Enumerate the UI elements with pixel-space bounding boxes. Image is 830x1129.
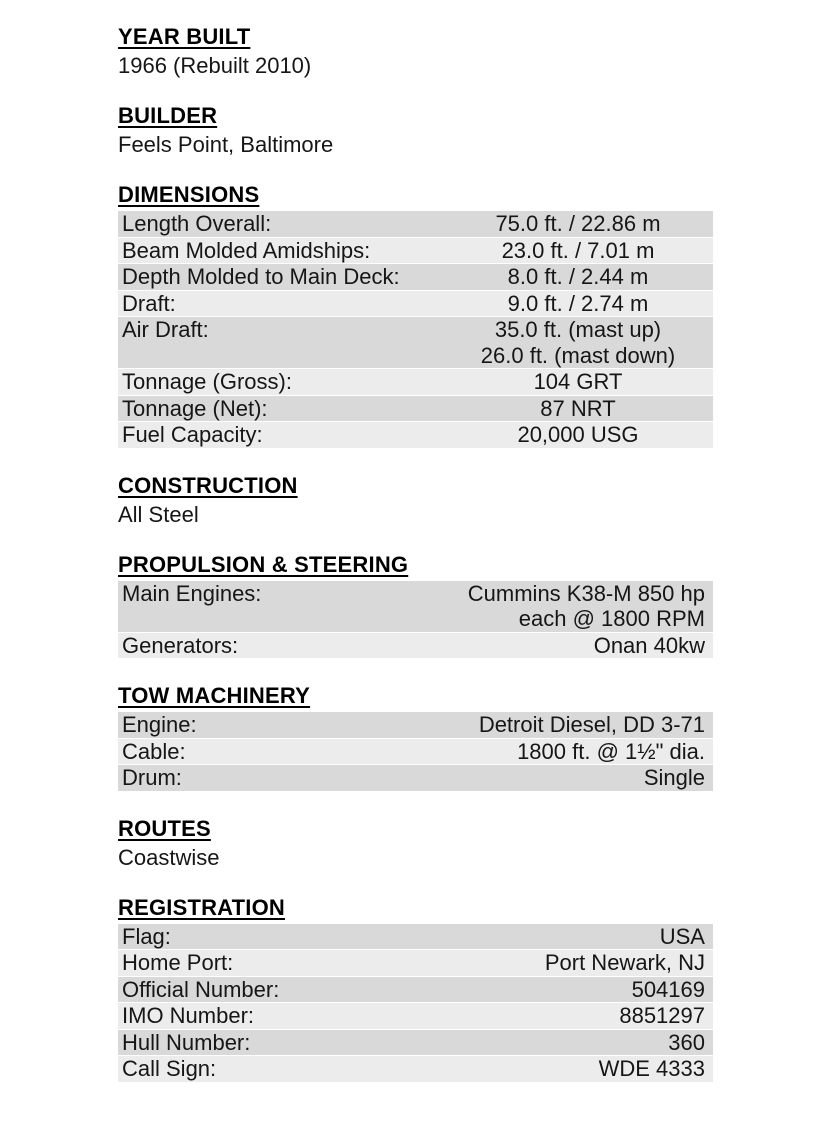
spec-row: Flag: USA: [118, 923, 713, 950]
routes-value: Coastwise: [118, 844, 220, 870]
spec-row: Call Sign: WDE 4333: [118, 1056, 713, 1083]
propulsion-table: Main Engines: Cummins K38-M 850 hp each …: [118, 580, 713, 659]
spec-label: Call Sign:: [122, 1056, 217, 1081]
spec-value: Port Newark, NJ: [544, 950, 705, 975]
spec-label: Draft:: [122, 290, 176, 316]
spec-value: 23.0 ft. / 7.01 m: [501, 237, 655, 263]
spec-label: Tonnage (Gross):: [122, 369, 292, 394]
section-tow-machinery: TOW MACHINERY Engine: Detroit Diesel, DD…: [118, 685, 713, 792]
spec-row: Hull Number: 360: [118, 1029, 713, 1056]
spec-row: Home Port: Port Newark, NJ: [118, 950, 713, 977]
spec-label: Generators:: [122, 632, 239, 658]
spec-row: Engine: Detroit Diesel, DD 3-71: [118, 712, 713, 739]
spec-value: 87 NRT: [540, 395, 616, 421]
registration-table: Flag: USA Home Port: Port Newark, NJ Off…: [118, 923, 713, 1083]
spec-label: Hull Number:: [122, 1029, 251, 1055]
year-built-value: 1966 (Rebuilt 2010): [118, 53, 312, 78]
spec-value: 8.0 ft. / 2.44 m: [507, 264, 649, 289]
heading-propulsion-steering: PROPULSION & STEERING: [118, 551, 409, 577]
spec-label: Engine:: [122, 712, 197, 737]
spec-value: Single: [643, 765, 705, 790]
section-year-built: YEAR BUILT 1966 (Rebuilt 2010): [118, 26, 713, 79]
spec-value: 104 GRT: [533, 369, 623, 394]
spec-label: Cable:: [122, 738, 186, 764]
spec-row: Main Engines: Cummins K38-M 850 hp each …: [118, 580, 713, 633]
section-dimensions: DIMENSIONS Length Overall: 75.0 ft. / 22…: [118, 184, 713, 449]
spec-value: Cummins K38-M 850 hp each @ 1800 RPM: [467, 580, 705, 632]
heading-registration: REGISTRATION: [118, 894, 285, 920]
spec-row: Generators: Onan 40kw: [118, 632, 713, 659]
spec-label: Official Number:: [122, 976, 280, 1002]
spec-row: IMO Number: 8851297: [118, 1003, 713, 1030]
spec-row: Beam Molded Amidships: 23.0 ft. / 7.01 m: [118, 237, 713, 264]
spec-value: 360: [668, 1029, 705, 1055]
spec-value: WDE 4333: [598, 1056, 705, 1081]
spec-label: Beam Molded Amidships:: [122, 237, 371, 263]
spec-row: Tonnage (Gross): 104 GRT: [118, 369, 713, 396]
section-routes: ROUTES Coastwise: [118, 815, 713, 871]
spec-row: Drum: Single: [118, 765, 713, 792]
spec-label: Main Engines:: [122, 580, 262, 606]
heading-dimensions: DIMENSIONS: [118, 182, 260, 207]
spec-label: Length Overall:: [122, 211, 272, 236]
spec-label: IMO Number:: [122, 1003, 255, 1028]
spec-label: Flag:: [122, 923, 171, 949]
section-registration: REGISTRATION Flag: USA Home Port: Port N…: [118, 894, 713, 1083]
spec-label: Drum:: [122, 765, 182, 790]
construction-value: All Steel: [118, 501, 199, 527]
heading-builder: BUILDER: [118, 103, 218, 128]
tow-machinery-table: Engine: Detroit Diesel, DD 3-71 Cable: 1…: [118, 712, 713, 792]
spec-label: Depth Molded to Main Deck:: [122, 264, 400, 289]
spec-value: 35.0 ft. (mast up) 26.0 ft. (mast down): [480, 317, 676, 368]
spec-row: Air Draft: 35.0 ft. (mast up) 26.0 ft. (…: [118, 317, 713, 369]
spec-label: Fuel Capacity:: [122, 422, 263, 447]
heading-tow-machinery: TOW MACHINERY: [118, 683, 311, 708]
builder-value: Feels Point, Baltimore: [118, 132, 334, 157]
spec-label: Home Port:: [122, 950, 234, 975]
spec-row: Tonnage (Net): 87 NRT: [118, 395, 713, 422]
spec-value: 8851297: [619, 1003, 705, 1028]
spec-value: Detroit Diesel, DD 3-71: [478, 712, 705, 737]
spec-row: Fuel Capacity: 20,000 USG: [118, 422, 713, 449]
spec-value: 20,000 USG: [517, 422, 639, 447]
spec-label: Tonnage (Net):: [122, 395, 268, 421]
heading-routes: ROUTES: [118, 815, 211, 841]
spec-value: 9.0 ft. / 2.74 m: [507, 290, 649, 316]
spec-row: Length Overall: 75.0 ft. / 22.86 m: [118, 211, 713, 238]
heading-year-built: YEAR BUILT: [118, 24, 251, 49]
spec-row: Official Number: 504169: [118, 976, 713, 1003]
section-construction: CONSTRUCTION All Steel: [118, 472, 713, 528]
dimensions-table: Length Overall: 75.0 ft. / 22.86 m Beam …: [118, 211, 713, 449]
spec-value: 504169: [631, 976, 705, 1002]
spec-value: 1800 ft. @ 1½" dia.: [517, 738, 705, 764]
spec-value: 75.0 ft. / 22.86 m: [495, 211, 661, 236]
spec-row: Draft: 9.0 ft. / 2.74 m: [118, 290, 713, 317]
section-builder: BUILDER Feels Point, Baltimore: [118, 105, 713, 158]
spec-row: Cable: 1800 ft. @ 1½" dia.: [118, 738, 713, 765]
heading-construction: CONSTRUCTION: [118, 472, 298, 498]
spec-value: USA: [659, 923, 705, 949]
spec-row: Depth Molded to Main Deck: 8.0 ft. / 2.4…: [118, 264, 713, 291]
section-propulsion-steering: PROPULSION & STEERING Main Engines: Cumm…: [118, 551, 713, 659]
spec-label: Air Draft:: [122, 317, 209, 342]
spec-value: Onan 40kw: [593, 632, 705, 658]
